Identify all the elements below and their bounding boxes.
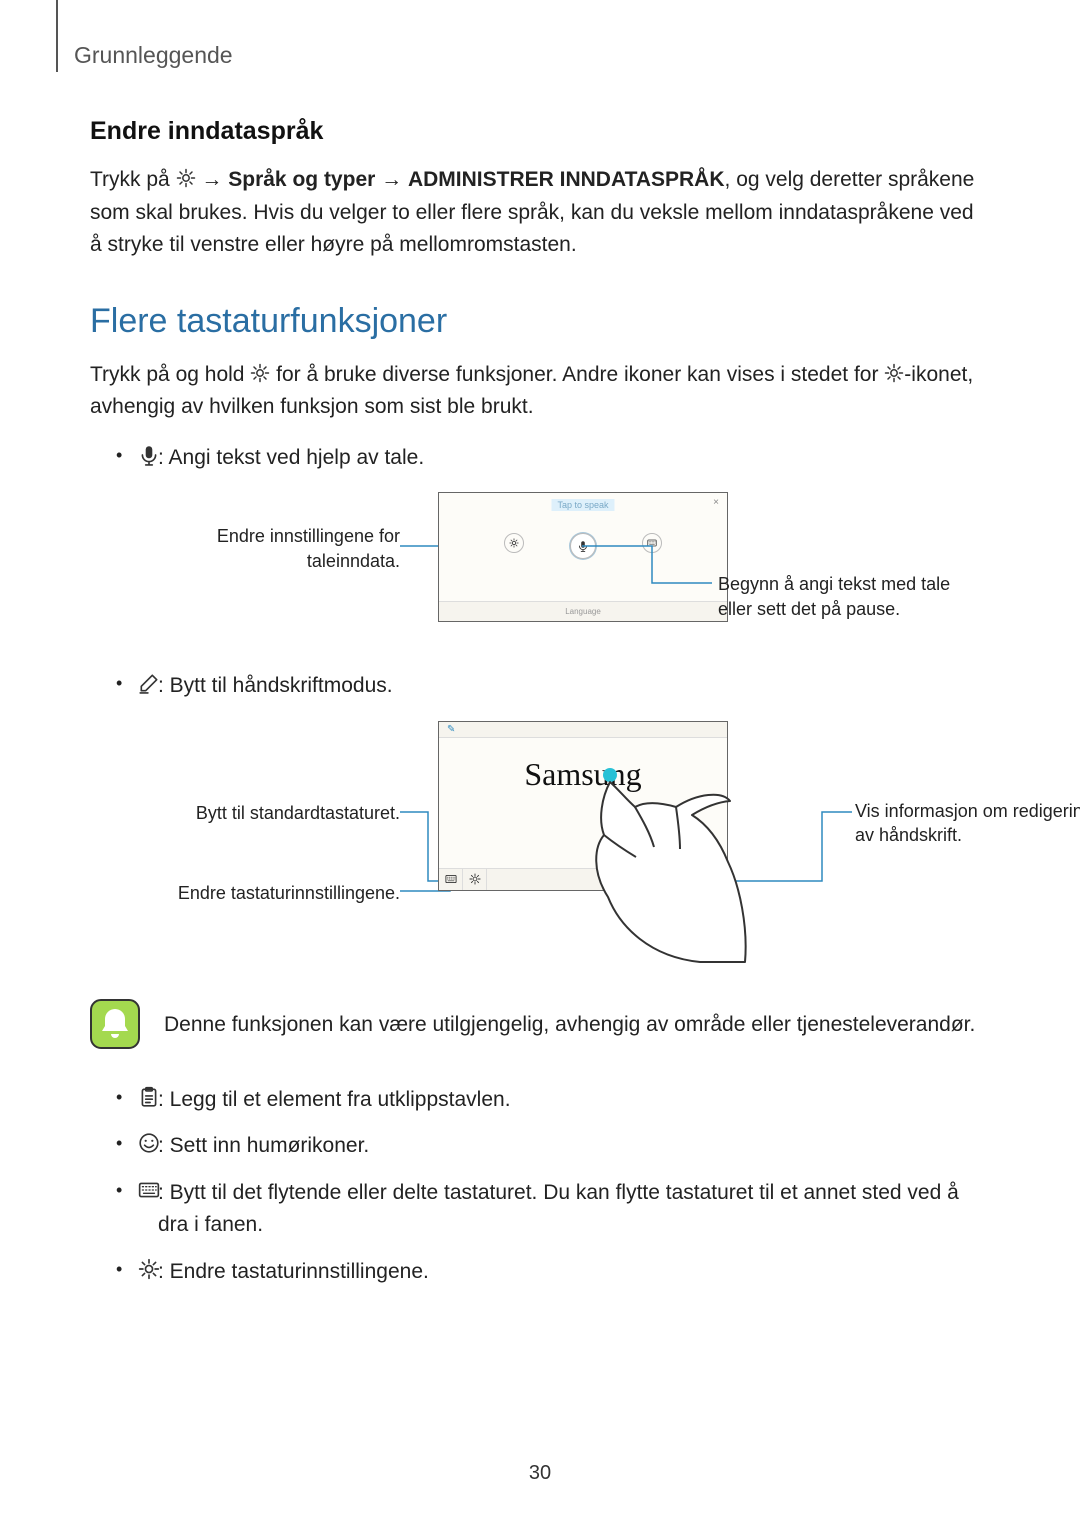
note-text: Denne funksjonen kan være utilgjengelig,… [164,999,975,1041]
clipboard-icon [138,1086,160,1108]
callout-standard-keyboard: Bytt til standardtastaturet. [120,801,400,825]
list-item-floating-keyboard: : Bytt til det flytende eller delte tast… [98,1177,990,1242]
gear-icon [250,361,270,381]
callout-handwriting-info: Vis informasjon om redigering av håndskr… [855,799,1080,848]
callout-line [582,545,712,585]
note-bell-icon [90,999,140,1054]
pen-icon [138,672,160,694]
gear-icon [176,166,196,186]
heading-endre-inndatasprak: Endre inndataspråk [90,117,990,146]
list-item-settings: : Endre tastaturinnstillingene. [98,1256,990,1289]
figure-handwriting: Bytt til standardtastaturet. Endre tasta… [90,721,990,971]
hw-keyboard-icon [439,869,463,890]
voice-settings-icon [504,533,524,553]
page-number: 30 [0,1462,1080,1485]
note-box: Denne funksjonen kan være utilgjengelig,… [90,999,990,1054]
gear-icon [884,361,904,381]
breadcrumb: Grunnleggende [74,42,990,69]
figure-voice-input: Endre innstillingene for taleinndata. Ta… [90,492,990,642]
text-sprak-og-typer: Språk og typer [228,168,375,191]
keyboard-icon [138,1179,160,1201]
hw-gear-icon [463,869,487,890]
text-administrer-inndatasprak: ADMINISTRER INNDATASPRÅK [408,168,725,191]
emoji-icon [138,1132,160,1154]
hand-illustration [580,757,760,967]
pen-indicator-icon: ✎ [447,724,455,735]
list-item-emoji: : Sett inn humørikoner. [98,1130,990,1163]
list-item-clipboard: : Legg til et element fra utklippstavlen… [98,1084,990,1117]
list-item-pen: : Bytt til håndskriftmodus. [98,670,990,703]
voice-language-bar: Language [439,601,727,621]
para-endre-inndatasprak: Trykk på → Språk og typer → ADMINISTRER … [90,164,990,262]
callout-voice-start: Begynn å angi tekst med tale eller sett … [718,572,978,621]
close-icon: × [713,497,719,508]
callout-keyboard-settings: Endre tastaturinnstillingene. [120,881,400,905]
heading-flere-tastaturfunksjoner: Flere tastaturfunksjoner [90,302,990,341]
callout-voice-settings: Endre innstillingene for taleinndata. [150,524,400,573]
mic-icon [138,444,160,466]
list-item-mic: : Angi tekst ved hjelp av tale. [98,442,990,475]
tap-to-speak-label: Tap to speak [551,499,614,511]
page-side-line [56,0,58,72]
gear-icon [138,1258,160,1280]
para-flere-tastaturfunksjoner: Trykk på og hold for å bruke diverse fun… [90,359,990,424]
